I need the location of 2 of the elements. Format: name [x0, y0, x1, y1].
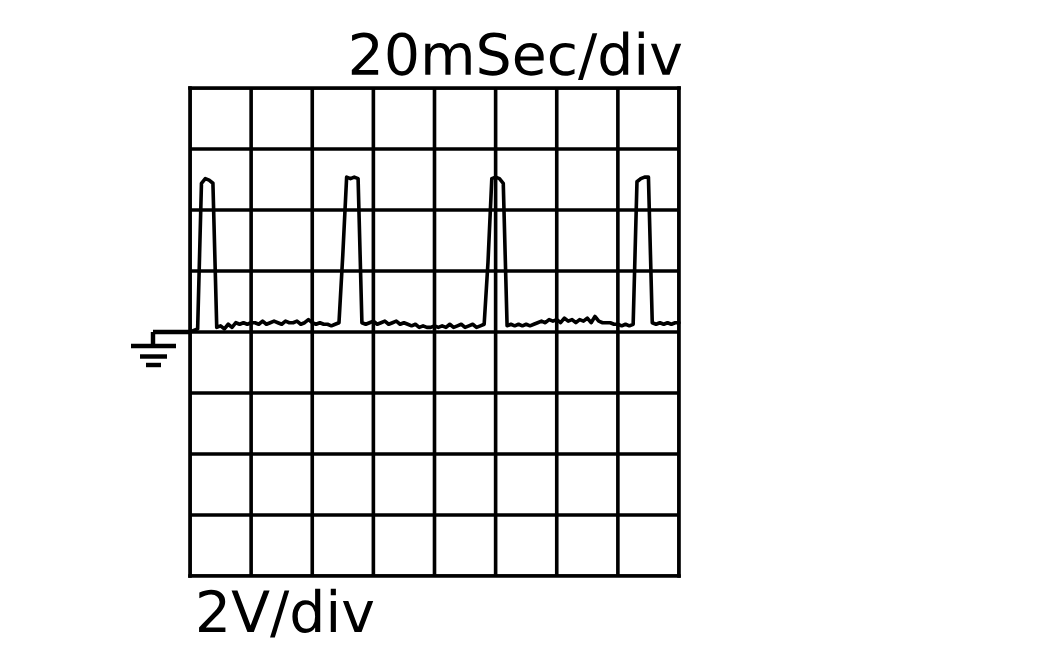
x-axis-title: 20mSec/div: [351, 31, 682, 81]
text: 2V/div: [199, 588, 374, 638]
